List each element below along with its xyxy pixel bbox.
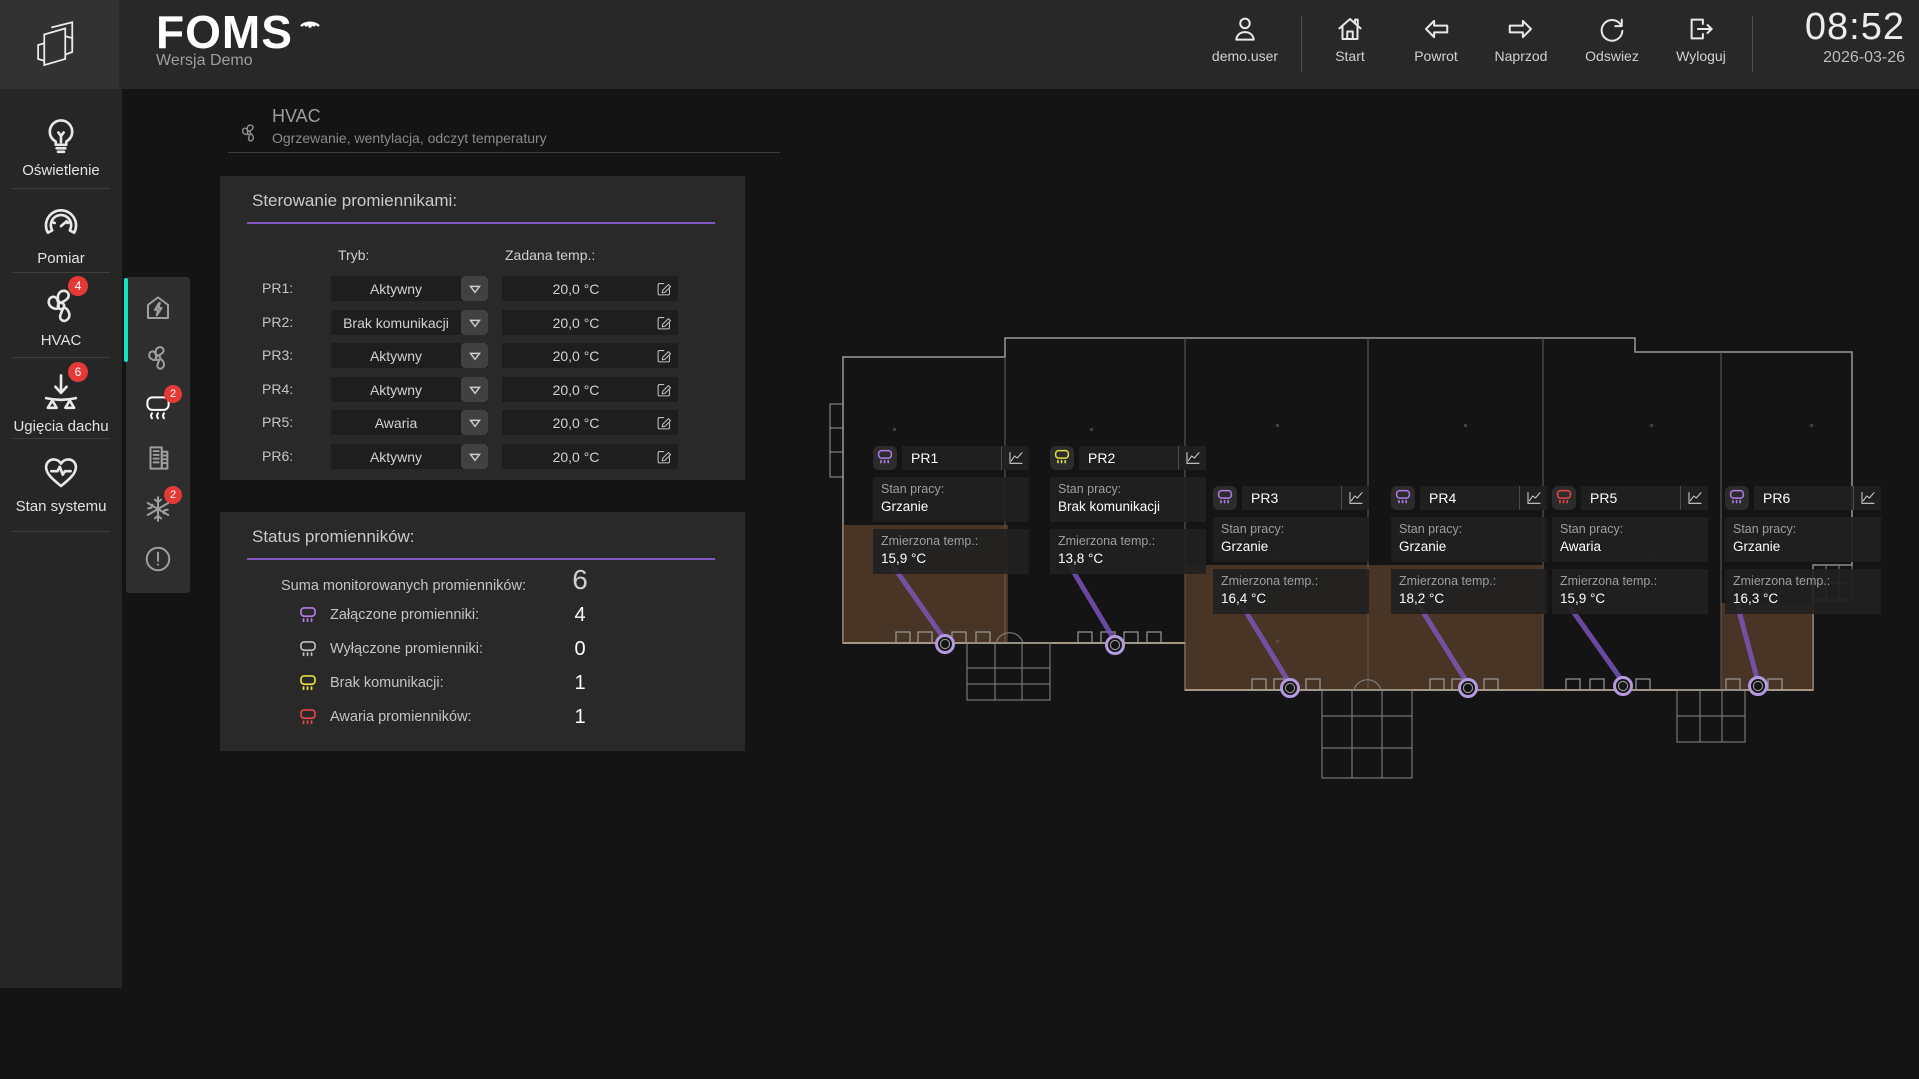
heater-name: PR5	[1581, 490, 1680, 506]
card-caption: PR6	[1754, 486, 1881, 510]
temp-label: Zmierzona temp.:	[1221, 573, 1361, 590]
marker-pr5[interactable]	[1615, 678, 1632, 695]
chart-icon[interactable]	[1001, 446, 1029, 470]
state-box: Stan pracy: Grzanie	[1213, 517, 1369, 562]
temp-value: 18,2 °C	[1399, 590, 1539, 608]
chart-icon[interactable]	[1853, 486, 1881, 510]
marker-pr3[interactable]	[1282, 680, 1299, 697]
heater-name: PR1	[902, 450, 1001, 466]
card-header: PR3	[1213, 486, 1369, 510]
heater-icon[interactable]	[1552, 486, 1576, 510]
temp-label: Zmierzona temp.:	[881, 533, 1021, 550]
temp-box: Zmierzona temp.: 13,8 °C	[1050, 529, 1206, 574]
heater-card-pr6: PR6 Stan pracy: Grzanie Zmierzona temp.:…	[1725, 486, 1881, 614]
marker-pr6[interactable]	[1750, 678, 1767, 695]
state-box: Stan pracy: Grzanie	[873, 477, 1029, 522]
temp-box: Zmierzona temp.: 16,4 °C	[1213, 569, 1369, 614]
state-box: Stan pracy: Awaria	[1552, 517, 1708, 562]
chart-icon[interactable]	[1341, 486, 1369, 510]
state-label: Stan pracy:	[1058, 481, 1198, 498]
temp-value: 15,9 °C	[881, 550, 1021, 568]
marker-pr2[interactable]	[1107, 637, 1124, 654]
card-caption: PR3	[1242, 486, 1369, 510]
heater-name: PR6	[1754, 490, 1853, 506]
chart-icon[interactable]	[1680, 486, 1708, 510]
state-label: Stan pracy:	[881, 481, 1021, 498]
card-header: PR6	[1725, 486, 1881, 510]
temp-value: 16,4 °C	[1221, 590, 1361, 608]
heater-name: PR3	[1242, 490, 1341, 506]
state-value: Grzanie	[881, 498, 1021, 516]
state-box: Stan pracy: Grzanie	[1391, 517, 1547, 562]
card-caption: PR4	[1420, 486, 1547, 510]
state-label: Stan pracy:	[1221, 521, 1361, 538]
temp-label: Zmierzona temp.:	[1399, 573, 1539, 590]
card-header: PR5	[1552, 486, 1708, 510]
heater-icon[interactable]	[1725, 486, 1749, 510]
temp-box: Zmierzona temp.: 18,2 °C	[1391, 569, 1547, 614]
state-label: Stan pracy:	[1560, 521, 1700, 538]
temp-value: 15,9 °C	[1560, 590, 1700, 608]
heater-card-pr3: PR3 Stan pracy: Grzanie Zmierzona temp.:…	[1213, 486, 1369, 614]
heater-icon[interactable]	[1213, 486, 1237, 510]
state-box: Stan pracy: Brak komunikacji	[1050, 477, 1206, 522]
heater-icon[interactable]	[1050, 446, 1074, 470]
state-label: Stan pracy:	[1399, 521, 1539, 538]
heater-name: PR2	[1079, 450, 1178, 466]
heater-icon[interactable]	[873, 446, 897, 470]
chart-icon[interactable]	[1178, 446, 1206, 470]
card-header: PR2	[1050, 446, 1206, 470]
heater-card-pr1: PR1 Stan pracy: Grzanie Zmierzona temp.:…	[873, 446, 1029, 574]
temp-label: Zmierzona temp.:	[1058, 533, 1198, 550]
heater-card-pr4: PR4 Stan pracy: Grzanie Zmierzona temp.:…	[1391, 486, 1547, 614]
temp-label: Zmierzona temp.:	[1733, 573, 1873, 590]
card-caption: PR2	[1079, 446, 1206, 470]
state-value: Brak komunikacji	[1058, 498, 1198, 516]
state-value: Awaria	[1560, 538, 1700, 556]
state-label: Stan pracy:	[1733, 521, 1873, 538]
chart-icon[interactable]	[1519, 486, 1547, 510]
state-value: Grzanie	[1399, 538, 1539, 556]
temp-label: Zmierzona temp.:	[1560, 573, 1700, 590]
card-caption: PR1	[902, 446, 1029, 470]
temp-box: Zmierzona temp.: 15,9 °C	[1552, 569, 1708, 614]
state-value: Grzanie	[1221, 538, 1361, 556]
card-header: PR1	[873, 446, 1029, 470]
zone-pr6	[1721, 603, 1813, 690]
heater-card-pr2: PR2 Stan pracy: Brak komunikacji Zmierzo…	[1050, 446, 1206, 574]
heater-icon[interactable]	[1391, 486, 1415, 510]
temp-box: Zmierzona temp.: 16,3 °C	[1725, 569, 1881, 614]
heater-card-pr5: PR5 Stan pracy: Awaria Zmierzona temp.: …	[1552, 486, 1708, 614]
marker-pr1[interactable]	[937, 636, 954, 653]
temp-value: 13,8 °C	[1058, 550, 1198, 568]
temp-value: 16,3 °C	[1733, 590, 1873, 608]
state-value: Grzanie	[1733, 538, 1873, 556]
card-header: PR4	[1391, 486, 1547, 510]
card-caption: PR5	[1581, 486, 1708, 510]
heater-name: PR4	[1420, 490, 1519, 506]
marker-pr4[interactable]	[1460, 680, 1477, 697]
temp-box: Zmierzona temp.: 15,9 °C	[873, 529, 1029, 574]
state-box: Stan pracy: Grzanie	[1725, 517, 1881, 562]
